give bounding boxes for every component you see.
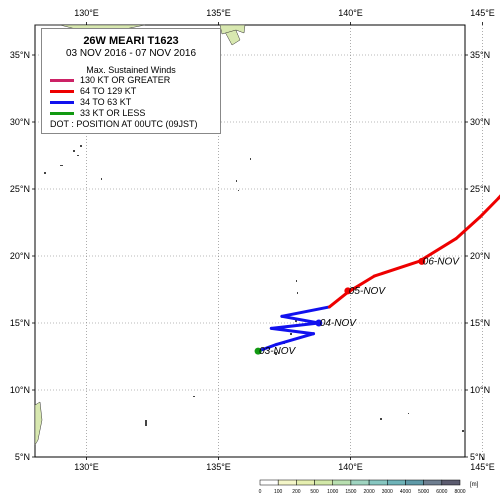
philippines-land [34, 401, 43, 446]
legend-swatch [50, 112, 74, 116]
lon-tick-label-top: 130°E [74, 8, 99, 18]
lat-tick-label-right: 5°N [470, 452, 485, 462]
scale-label: 4000 [400, 489, 411, 495]
lat-tick-label-left: 10°N [10, 385, 30, 395]
lat-tick-label-right: 30°N [470, 117, 490, 127]
scale-segment [387, 479, 406, 486]
scale-segment [277, 479, 297, 486]
track-segment [478, 196, 500, 219]
lon-tick-label-top: 135°E [206, 8, 231, 18]
track-segment [275, 332, 316, 346]
scale-segment [368, 479, 388, 486]
scale-label: 200 [292, 489, 301, 495]
daily-position-label: 03-NOV [259, 346, 296, 357]
winds-title: Max. Sustained Winds [86, 65, 176, 75]
scale-label: 6000 [436, 489, 447, 495]
scale-label: 2000 [364, 489, 375, 495]
legend-swatch [50, 101, 74, 105]
daily-position-dot [254, 347, 262, 355]
scale-segment [314, 479, 333, 486]
track-segment [269, 326, 316, 336]
legend-entry-33kt: 33 KT OR LESS [50, 108, 145, 119]
scale-label: 1000 [327, 489, 338, 495]
scale-label: 0 [259, 489, 262, 495]
legend-swatch [50, 90, 74, 94]
lat-tick-label-left: 30°N [10, 117, 30, 127]
scale-segment [332, 479, 352, 486]
scale-segment [441, 479, 461, 486]
legend-entry-130kt: 130 KT OR GREATER [50, 75, 170, 86]
lon-tick-label-bottom: 140°E [338, 462, 363, 472]
scale-segment [259, 479, 279, 486]
lat-tick-label-left: 20°N [10, 251, 30, 261]
lon-tick-label-top: 145°E [470, 8, 495, 18]
scale-segment [296, 479, 315, 486]
lon-tick-label-bottom: 145°E [470, 462, 495, 472]
scale-label: 8000 [454, 489, 465, 495]
track-segment [417, 237, 458, 263]
legend-entry-64kt: 64 TO 129 KT [50, 86, 136, 97]
scale-label: 500 [310, 489, 319, 495]
lat-tick-label-left: 5°N [15, 452, 30, 462]
typhoon-track [256, 194, 500, 353]
track-segment [280, 305, 331, 318]
lat-tick-label-left: 15°N [10, 318, 30, 328]
track-segment [346, 274, 376, 294]
lat-tick-label-right: 15°N [470, 318, 490, 328]
scale-unit: [m] [470, 482, 479, 488]
lat-tick-label-left: 35°N [10, 50, 30, 60]
track-segment [269, 321, 321, 330]
daily-position-dot [315, 319, 323, 327]
scale-label: 3000 [382, 489, 393, 495]
scale-label: 100 [274, 489, 283, 495]
scale-segment [423, 479, 443, 486]
lat-tick-label-right: 35°N [470, 50, 490, 60]
legend-entry-34kt: 34 TO 63 KT [50, 97, 131, 108]
daily-position-dot [344, 287, 352, 295]
scale-label: 5000 [418, 489, 429, 495]
scale-segment [405, 479, 424, 486]
dot-note: DOT : POSITION AT 00UTC (09JST) [50, 119, 198, 129]
lon-tick-label-top: 140°E [338, 8, 363, 18]
legend-box: 26W MEARI T1623 03 NOV 2016 - 07 NOV 201… [41, 28, 221, 134]
lat-tick-label-right: 20°N [470, 251, 490, 261]
lat-tick-label-left: 25°N [10, 184, 30, 194]
daily-position-label: 04-NOV [320, 318, 357, 329]
daily-position-dot [418, 257, 426, 265]
lon-tick-label-bottom: 130°E [74, 462, 99, 472]
scale-segment [350, 479, 370, 486]
daily-position-label: 06-NOV [423, 256, 460, 267]
storm-title: 26W MEARI T1623 [83, 35, 179, 47]
storm-period: 03 NOV 2016 - 07 NOV 2016 [65, 48, 197, 59]
track-segment [327, 290, 350, 309]
lat-tick-label-right: 25°N [470, 184, 490, 194]
lon-tick-label-bottom: 135°E [206, 462, 231, 472]
track-segment [280, 314, 321, 325]
scale-label: 1500 [345, 489, 356, 495]
lat-tick-label-right: 10°N [470, 385, 490, 395]
elevation-scale: 0 100 200 500 1000 1500 2000 3000 4000 5000 6000 80… [259, 479, 479, 495]
track-segment [372, 259, 421, 278]
legend-swatch [50, 79, 74, 83]
honshu-land [219, 24, 246, 35]
axis-ticks: 130°E 130°E 135°E 135°E 140°E 140°E 145°E 145°E… [10, 8, 495, 472]
track-segment [454, 215, 482, 241]
daily-position-label: 05-NOV [349, 286, 386, 297]
